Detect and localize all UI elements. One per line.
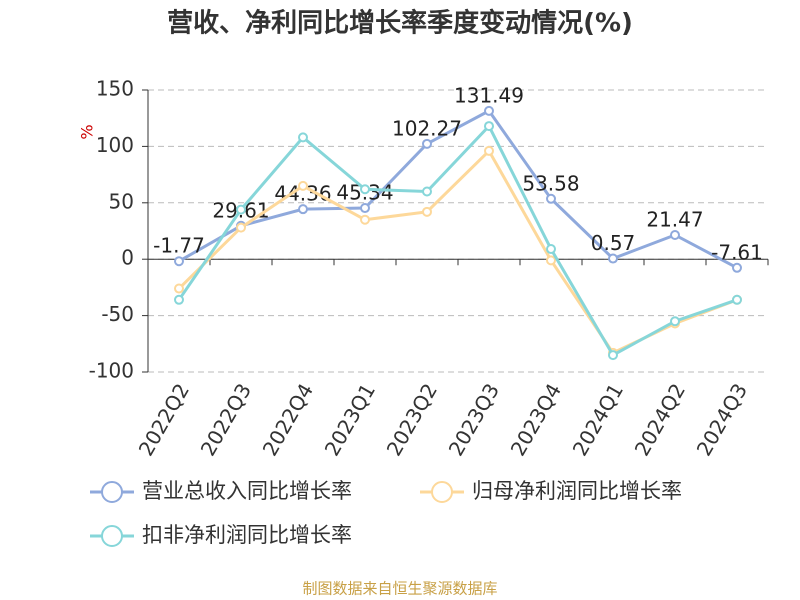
- data-point: [422, 138, 432, 149]
- data-point: [360, 184, 370, 195]
- x-tick-label: 2024Q2: [630, 379, 690, 460]
- legend-item[interactable]: 归母净利润同比增长率: [420, 479, 682, 503]
- data-point: [546, 255, 556, 266]
- data-point: [174, 256, 184, 267]
- data-point: [422, 186, 432, 197]
- data-point: [298, 132, 308, 143]
- data-point: [546, 244, 556, 255]
- data-label: 102.27: [392, 116, 462, 140]
- series-line: [178, 108, 738, 270]
- data-point: [732, 262, 742, 273]
- data-point: [298, 180, 308, 191]
- x-tick-label: 2024Q3: [692, 379, 752, 460]
- data-point: [360, 203, 370, 214]
- data-label: 131.49: [454, 83, 524, 107]
- data-point: [484, 145, 494, 156]
- data-point: [360, 214, 370, 225]
- data-point: [484, 121, 494, 132]
- data-label: -1.77: [153, 234, 205, 258]
- legend-marker: [431, 481, 453, 503]
- data-label: -7.61: [711, 240, 763, 264]
- data-point: [484, 105, 494, 116]
- y-axis-label: %: [78, 124, 97, 139]
- x-tick-label: 2024Q1: [568, 379, 628, 460]
- legend-item[interactable]: 营业总收入同比增长率: [90, 479, 352, 503]
- data-point: [670, 316, 680, 327]
- x-tick-label: 2023Q3: [444, 379, 504, 460]
- legend-label: 扣非净利润同比增长率: [142, 523, 352, 547]
- x-tick-label: 2023Q4: [506, 379, 566, 460]
- source-note: 制图数据来自恒生聚源数据库: [302, 580, 497, 598]
- data-point: [732, 294, 742, 305]
- data-label: 53.58: [522, 171, 579, 195]
- data-label: 0.57: [591, 231, 636, 255]
- data-point: [608, 350, 618, 361]
- series-line: [177, 148, 738, 355]
- data-label: 21.47: [646, 207, 703, 231]
- y-tick-label: 0: [121, 246, 134, 270]
- legend-marker: [101, 525, 123, 547]
- chart-title: 营收、净利同比增长率季度变动情况(%): [167, 8, 633, 39]
- data-point: [236, 222, 246, 233]
- data-point: [236, 204, 246, 215]
- y-tick-label: 50: [109, 189, 134, 213]
- y-tick-label: -100: [89, 359, 134, 383]
- series-line: [177, 123, 738, 358]
- data-point: [174, 283, 184, 294]
- legend-marker: [101, 481, 123, 503]
- data-point: [546, 193, 556, 204]
- y-tick-label: 100: [96, 133, 134, 157]
- y-tick-label: 150: [96, 77, 134, 101]
- x-tick-label: 2022Q2: [134, 379, 194, 460]
- data-point: [298, 204, 308, 215]
- y-tick-label: -50: [101, 302, 134, 326]
- data-point: [670, 229, 680, 240]
- data-point: [422, 206, 432, 217]
- legend-label: 归母净利润同比增长率: [472, 479, 682, 503]
- x-tick-label: 2022Q3: [196, 379, 256, 460]
- legend-label: 营业总收入同比增长率: [142, 479, 352, 503]
- data-point: [174, 294, 184, 305]
- x-tick-label: 2022Q4: [258, 379, 318, 460]
- x-tick-label: 2023Q2: [382, 379, 442, 460]
- legend-item[interactable]: 扣非净利润同比增长率: [90, 523, 352, 547]
- data-point: [608, 253, 618, 264]
- x-tick-label: 2023Q1: [320, 379, 380, 460]
